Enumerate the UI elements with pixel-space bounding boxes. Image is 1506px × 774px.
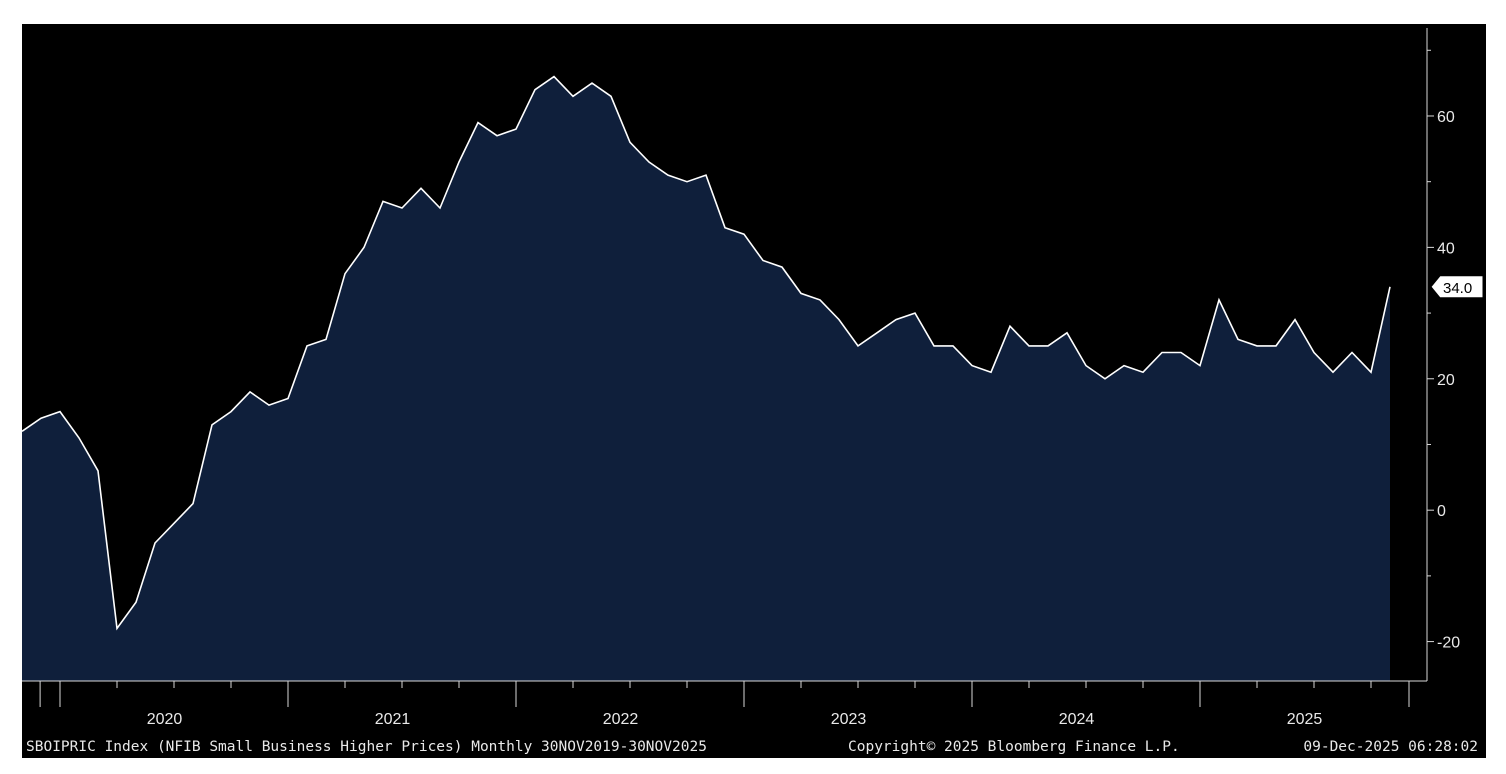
last-value-callout bbox=[1430, 275, 1484, 299]
y-tick-label: 60 bbox=[1437, 109, 1455, 126]
left-margin bbox=[0, 0, 22, 774]
area-fill bbox=[22, 76, 1390, 682]
x-tick-label: 2020 bbox=[147, 711, 183, 728]
footer: SBOIPRIC Index (NFIB Small Business High… bbox=[26, 739, 1478, 755]
x-tick-label: 2023 bbox=[831, 711, 867, 728]
y-tick-label: 20 bbox=[1437, 372, 1455, 389]
footer-ticker-text: SBOIPRIC Index (NFIB Small Business High… bbox=[26, 739, 707, 755]
y-tick-label: 0 bbox=[1437, 503, 1446, 520]
y-tick-label: 40 bbox=[1437, 240, 1455, 257]
series-line bbox=[21, 75, 1391, 631]
x-tick-label: 2021 bbox=[375, 711, 411, 728]
right-margin bbox=[1486, 0, 1506, 774]
footer-timestamp-text: 09-Dec-2025 06:28:02 bbox=[1303, 739, 1478, 755]
plot-layer bbox=[21, 75, 1391, 682]
x-tick-label: 2025 bbox=[1287, 711, 1323, 728]
x-tick-label: 2022 bbox=[603, 711, 639, 728]
y-tick-label: -20 bbox=[1437, 635, 1460, 652]
x-tick-label: 2024 bbox=[1059, 711, 1095, 728]
footer-copyright-text: Copyright© 2025 Bloomberg Finance L.P. bbox=[848, 739, 1180, 755]
axis-layer: -20 0 20 40 60 34.0 2020 2021 2022 2023 2024 2025 bbox=[22, 28, 1484, 728]
last-value-label: 34.0 bbox=[1443, 280, 1472, 297]
top-margin bbox=[0, 0, 1506, 24]
bottom-margin bbox=[0, 758, 1506, 774]
